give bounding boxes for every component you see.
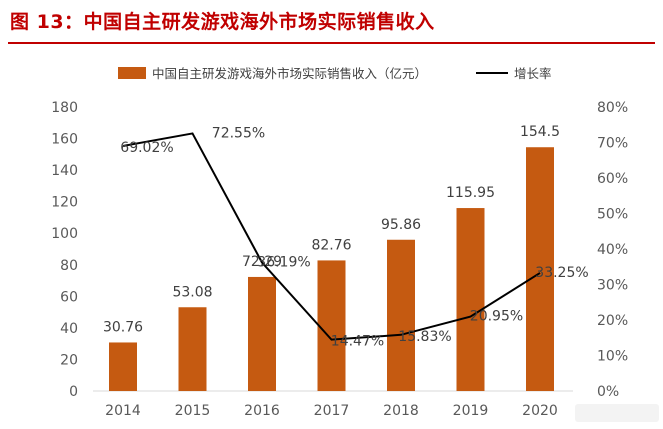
y-right-tick-label: 60% [597,171,628,187]
growth-rate-label: 36.19% [257,255,310,271]
figure-title: 图 13：中国自主研发游戏海外市场实际销售收入 [10,4,435,40]
bar-2020 [526,147,554,391]
bar-value-label: 30.76 [103,319,143,335]
y-right-tick-label: 40% [597,242,628,258]
x-tick-label: 2015 [175,403,211,419]
y-left-tick-label: 20 [60,352,78,368]
bar-value-label: 95.86 [381,217,421,233]
y-right-tick-label: 0% [597,384,619,400]
legend-line-label: 增长率 [514,66,552,81]
y-left-tick-label: 0 [69,384,78,400]
x-tick-label: 2020 [522,403,558,419]
x-tick-label: 2018 [383,403,419,419]
bar-value-label: 154.5 [520,124,560,140]
bar-2018 [387,239,415,391]
y-right-tick-label: 70% [597,136,628,152]
y-left-tick-label: 140 [51,163,78,179]
bar-2015 [178,307,207,391]
growth-rate-label: 72.55% [212,125,265,141]
bar-2014 [109,342,137,391]
growth-rate-label: 20.95% [470,309,523,325]
y-right-tick-label: 10% [597,349,628,365]
y-left-tick-label: 100 [51,226,78,242]
y-left-tick-label: 180 [51,100,78,116]
x-tick-label: 2016 [244,403,280,419]
growth-rate-label: 15.83% [398,329,451,345]
y-right-tick-label: 80% [597,100,628,116]
legend-bar-swatch [118,67,146,79]
figure-title-text: 中国自主研发游戏海外市场实际销售收入 [83,11,435,33]
y-right-tick-label: 20% [597,313,628,329]
watermark-blur [575,404,659,422]
y-left-tick-label: 80 [60,258,78,274]
y-right-tick-label: 50% [597,207,628,223]
x-tick-label: 2014 [105,403,141,419]
bar-value-label: 53.08 [172,284,212,300]
y-left-tick-label: 160 [51,132,78,148]
bar-2019 [456,208,485,391]
figure-number: 图 13： [10,11,84,33]
y-left-tick-label: 60 [60,289,78,305]
y-left-tick-label: 40 [60,321,78,337]
bar-2017 [317,260,346,391]
legend-bar-label: 中国自主研发游戏海外市场实际销售收入（亿元） [152,66,427,81]
bar-2016 [248,276,276,391]
y-left-tick-label: 120 [51,195,78,211]
title-rule [8,42,655,44]
growth-rate-label: 69.02% [120,140,173,156]
bar-value-label: 115.95 [446,185,495,201]
x-tick-label: 2019 [453,403,489,419]
y-right-tick-label: 30% [597,278,628,294]
x-tick-label: 2017 [314,403,350,419]
bar-value-label: 82.76 [311,237,351,253]
growth-rate-label: 33.25% [535,265,588,281]
growth-rate-line [122,132,541,341]
growth-rate-label: 14.47% [331,334,384,350]
